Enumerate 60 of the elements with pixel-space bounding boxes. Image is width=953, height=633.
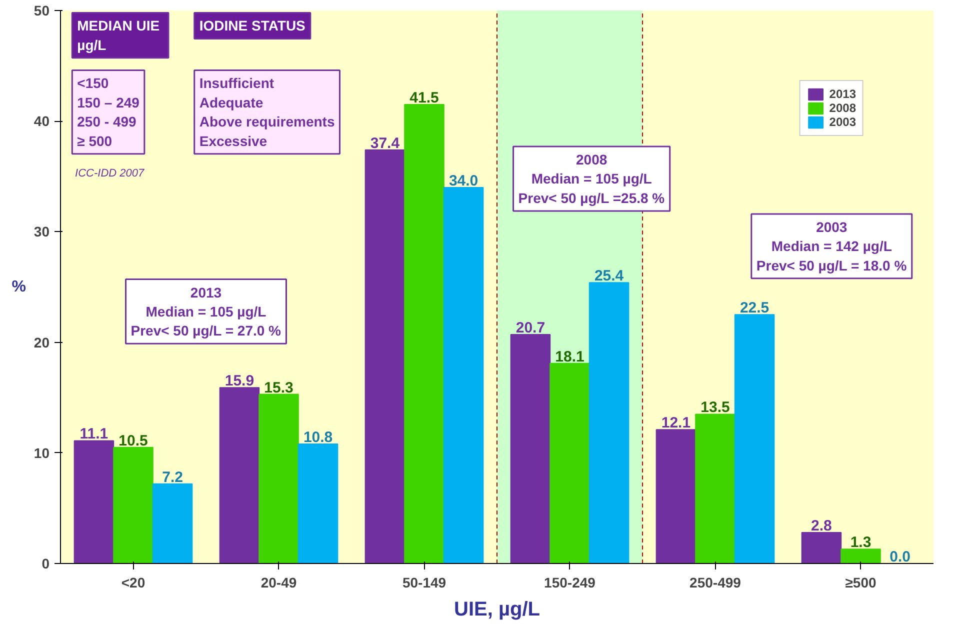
bar [443, 186, 484, 564]
data-label: 37.4 [370, 134, 400, 152]
bar [258, 394, 299, 564]
data-label: 11.1 [80, 426, 108, 443]
data-label: 13.5 [700, 399, 730, 416]
bar [801, 532, 842, 564]
annotation: 2013 Median = 105 µg/L Prev< 50 µg/L = 27.0 % [130, 284, 282, 339]
annotation: <150 150 – 249 250 - 499 ≥ 500 [77, 75, 140, 149]
data-label: 22.5 [740, 300, 770, 317]
data-label: 2.8 [811, 518, 832, 535]
data-label: 41.5 [410, 90, 439, 107]
bar [113, 446, 154, 564]
x-tick-label: 150-249 [544, 574, 596, 590]
bar [840, 548, 881, 564]
x-axis-title: UIE, µg/L [454, 598, 540, 620]
y-tick-label: 50 [34, 2, 50, 18]
data-label: 18.1 [555, 348, 584, 366]
data-label: 20.7 [516, 320, 546, 337]
data-label: 1.3 [850, 534, 872, 552]
x-tick-label: <20 [121, 574, 146, 590]
legend-label: 2013 [829, 87, 856, 101]
x-tick-label: 20-49 [260, 574, 297, 590]
annotation: MEDIAN UIE µg/L [77, 18, 160, 53]
bar [219, 387, 260, 564]
y-tick-label: 20 [34, 334, 50, 350]
y-tick-label: 30 [34, 224, 50, 240]
bar [588, 282, 630, 564]
data-label: 25.4 [594, 268, 624, 285]
data-label: 12.1 [661, 414, 691, 432]
legend-label: 2008 [829, 101, 856, 115]
annotation: ICC-IDD 2007 [75, 168, 146, 180]
legend-label: 2003 [829, 115, 856, 129]
annotation: 2008 Median = 105 µg/L Prev< 50 µg/L =25.8 % [518, 152, 666, 206]
bar [695, 414, 736, 564]
bar [656, 429, 696, 564]
y-tick-label: 40 [34, 113, 50, 130]
bar [152, 483, 193, 564]
bar [404, 104, 444, 564]
data-label: 15.3 [264, 379, 294, 396]
data-label: 0.0 [890, 548, 910, 566]
bar [734, 314, 775, 564]
y-tick-label: 0 [42, 556, 50, 572]
bar [550, 362, 590, 564]
data-label: 34.0 [448, 172, 478, 190]
annotation: 2003 Median = 142 µg/L Prev< 50 µg/L = 18.0 % [756, 219, 908, 274]
data-label: 7.2 [162, 468, 183, 486]
x-tick-label: 250-499 [690, 574, 742, 590]
bar [510, 334, 551, 564]
bar [364, 149, 406, 564]
x-tick-label: 50-149 [402, 574, 446, 590]
annotation: IODINE STATUS [199, 18, 306, 34]
x-tick-label: ≥500 [845, 574, 876, 590]
data-label: 10.8 [303, 429, 333, 446]
bar [298, 444, 338, 564]
data-label: 15.9 [224, 372, 254, 390]
bar [74, 440, 114, 564]
data-label: 10.5 [118, 432, 148, 450]
y-axis-title: % [12, 278, 26, 296]
y-tick-label: 10 [34, 444, 50, 461]
annotation: Insufficient Adequate Above requirements Excessive [199, 75, 335, 149]
